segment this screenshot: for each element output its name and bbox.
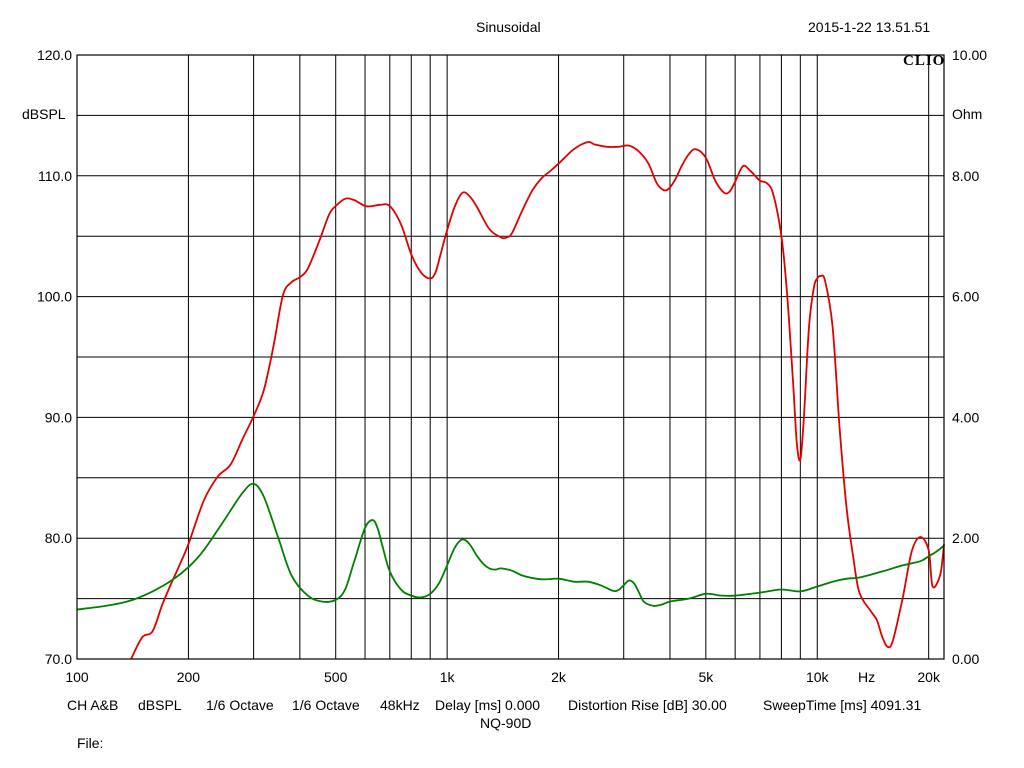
x-axis-label: Hz: [858, 669, 876, 685]
y-tick-label-right: 10.00: [952, 47, 987, 63]
y-tick-label-left: 70.0: [45, 651, 72, 667]
y-tick-label-right: 2.00: [952, 530, 979, 546]
y-tick-label-right: 8.00: [952, 168, 979, 184]
brand-logo: CLIO: [903, 53, 946, 69]
chart-tick-labels: 100 200 500 1k 2k 5k 10k 20k 70.0 80.0 90.0 100.0 11…: [37, 47, 987, 685]
setting-distortion-rise: Distortion Rise [dB] 30.00: [568, 697, 727, 713]
x-tick-label: 200: [177, 669, 201, 685]
series-line-spl: [130, 140, 945, 660]
y-tick-label-left: 120.0: [37, 47, 72, 63]
y-tick-label-right: 6.00: [952, 289, 979, 305]
setting-smoothing-2: 1/6 Octave: [292, 697, 360, 713]
y-tick-label-right: 0.00: [952, 651, 979, 667]
setting-sample-rate: 48kHz: [380, 697, 420, 713]
chart-frame: [76, 54, 945, 660]
setting-channel: CH A&B: [67, 697, 119, 713]
x-tick-label: 10k: [806, 669, 830, 685]
chart-grid: [77, 55, 944, 659]
x-tick-label: 100: [65, 669, 89, 685]
file-label: File:: [77, 735, 104, 751]
setting-units: dBSPL: [138, 697, 182, 713]
y-axis-right-label: Ohm: [952, 106, 983, 122]
y-tick-label-left: 80.0: [45, 530, 72, 546]
setting-smoothing-1: 1/6 Octave: [206, 697, 274, 713]
x-tick-label: 500: [324, 669, 348, 685]
y-tick-label-left: 100.0: [37, 289, 72, 305]
setting-sweep-time: SweepTime [ms] 4091.31: [763, 697, 922, 713]
y-tick-label-left: 90.0: [45, 409, 72, 425]
timestamp: 2015-1-22 13.51.51: [808, 19, 931, 35]
x-tick-label: 1k: [440, 669, 456, 685]
y-tick-label-left: 110.0: [38, 168, 72, 184]
chart-plot-area: [76, 140, 945, 660]
model-name: NQ-90D: [480, 715, 532, 731]
y-tick-label-right: 4.00: [952, 409, 979, 425]
x-tick-label: 2k: [551, 669, 567, 685]
setting-delay: Delay [ms] 0.000: [435, 697, 541, 713]
chart-title: Sinusoidal: [476, 19, 541, 35]
x-tick-label: 20k: [917, 669, 941, 685]
series-line-impedance: [76, 482, 945, 611]
x-tick-label: 5k: [698, 669, 714, 685]
y-axis-left-label: dBSPL: [22, 106, 66, 122]
